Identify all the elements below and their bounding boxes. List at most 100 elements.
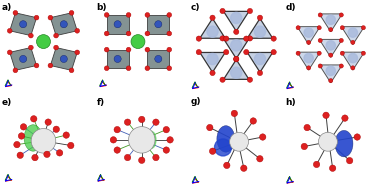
Circle shape: [114, 147, 121, 153]
Circle shape: [126, 31, 131, 36]
Circle shape: [206, 124, 213, 131]
Polygon shape: [223, 39, 249, 59]
Circle shape: [114, 126, 121, 133]
Circle shape: [326, 15, 335, 25]
Circle shape: [326, 41, 335, 50]
Circle shape: [114, 21, 121, 28]
Circle shape: [231, 67, 242, 78]
Circle shape: [163, 126, 169, 133]
Circle shape: [318, 13, 322, 17]
Circle shape: [231, 110, 237, 117]
Circle shape: [153, 119, 159, 125]
Circle shape: [361, 51, 366, 55]
Circle shape: [254, 53, 266, 65]
Polygon shape: [10, 13, 37, 36]
Ellipse shape: [24, 125, 42, 151]
Circle shape: [20, 55, 27, 63]
Circle shape: [240, 165, 247, 171]
Circle shape: [145, 12, 150, 17]
Circle shape: [153, 154, 159, 161]
Circle shape: [326, 66, 335, 76]
Circle shape: [44, 151, 50, 158]
Circle shape: [301, 143, 308, 150]
Circle shape: [167, 47, 172, 52]
Polygon shape: [50, 13, 77, 36]
Circle shape: [361, 26, 366, 30]
Circle shape: [271, 50, 276, 55]
Circle shape: [68, 142, 74, 149]
Polygon shape: [10, 48, 37, 70]
Circle shape: [351, 40, 355, 44]
Circle shape: [31, 116, 37, 122]
Circle shape: [69, 10, 74, 15]
Circle shape: [210, 15, 215, 20]
Circle shape: [244, 36, 249, 41]
Circle shape: [17, 152, 23, 158]
Circle shape: [37, 35, 50, 49]
Circle shape: [328, 53, 333, 57]
Circle shape: [250, 118, 256, 124]
Circle shape: [7, 28, 12, 33]
Circle shape: [231, 40, 242, 51]
Circle shape: [207, 53, 218, 65]
Circle shape: [247, 77, 253, 82]
Circle shape: [354, 134, 360, 140]
Circle shape: [110, 137, 116, 143]
Circle shape: [56, 150, 63, 156]
Polygon shape: [319, 65, 342, 83]
Circle shape: [328, 28, 333, 32]
Polygon shape: [341, 27, 364, 45]
Polygon shape: [107, 50, 129, 68]
Circle shape: [48, 63, 53, 68]
Circle shape: [304, 124, 310, 131]
Circle shape: [220, 77, 225, 82]
Circle shape: [114, 55, 121, 63]
Circle shape: [318, 64, 322, 68]
Circle shape: [13, 68, 18, 73]
Circle shape: [138, 157, 145, 163]
Circle shape: [75, 28, 80, 33]
Circle shape: [13, 10, 18, 15]
Text: h): h): [285, 98, 296, 106]
Circle shape: [18, 133, 25, 139]
Circle shape: [129, 127, 155, 153]
Circle shape: [318, 38, 322, 43]
Polygon shape: [319, 14, 342, 32]
Circle shape: [317, 26, 321, 30]
Circle shape: [220, 36, 225, 41]
Text: f): f): [96, 98, 105, 106]
Circle shape: [259, 134, 266, 140]
Polygon shape: [200, 53, 225, 72]
Polygon shape: [200, 19, 225, 38]
Circle shape: [304, 53, 313, 63]
Circle shape: [317, 51, 321, 55]
Circle shape: [167, 31, 172, 36]
Circle shape: [104, 47, 109, 52]
Circle shape: [104, 12, 109, 17]
Circle shape: [54, 45, 59, 50]
Circle shape: [351, 66, 355, 70]
Circle shape: [126, 12, 131, 17]
Circle shape: [126, 66, 131, 71]
Circle shape: [220, 8, 225, 14]
Text: b): b): [96, 3, 107, 12]
Circle shape: [145, 66, 150, 71]
Circle shape: [69, 68, 74, 73]
Circle shape: [234, 57, 239, 62]
Text: a): a): [2, 3, 12, 12]
Circle shape: [131, 35, 145, 49]
Circle shape: [28, 33, 33, 38]
Circle shape: [32, 154, 38, 161]
Circle shape: [138, 116, 145, 123]
Circle shape: [224, 162, 230, 169]
Circle shape: [229, 132, 249, 151]
Circle shape: [223, 36, 229, 41]
Circle shape: [126, 47, 131, 52]
Ellipse shape: [146, 131, 156, 148]
Circle shape: [60, 21, 67, 28]
Circle shape: [339, 38, 343, 43]
Circle shape: [60, 55, 67, 63]
Text: e): e): [2, 98, 12, 106]
Polygon shape: [147, 50, 169, 68]
Circle shape: [329, 165, 336, 171]
